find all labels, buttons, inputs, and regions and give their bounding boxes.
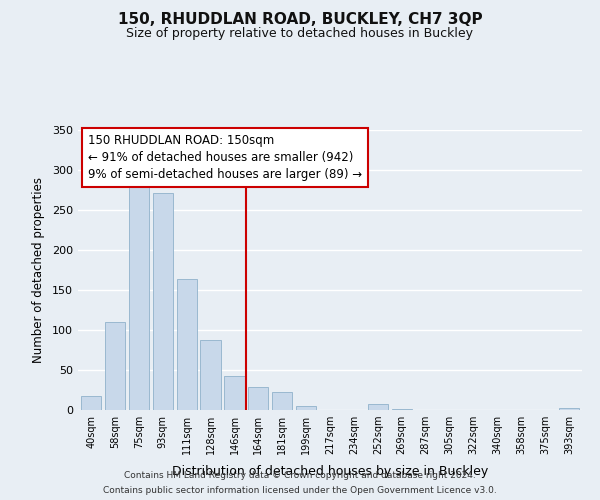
Bar <box>296 406 316 410</box>
Y-axis label: Number of detached properties: Number of detached properties <box>32 177 45 363</box>
Text: Contains public sector information licensed under the Open Government Licence v3: Contains public sector information licen… <box>103 486 497 495</box>
Bar <box>152 193 173 410</box>
Bar <box>105 322 125 410</box>
Bar <box>81 396 101 410</box>
Text: Contains HM Land Registry data © Crown copyright and database right 2024.: Contains HM Land Registry data © Crown c… <box>124 471 476 480</box>
Bar <box>224 376 245 410</box>
Bar <box>200 340 221 410</box>
Bar <box>176 279 197 410</box>
Bar <box>272 392 292 410</box>
Bar <box>368 404 388 410</box>
Text: 150, RHUDDLAN ROAD, BUCKLEY, CH7 3QP: 150, RHUDDLAN ROAD, BUCKLEY, CH7 3QP <box>118 12 482 28</box>
Text: 150 RHUDDLAN ROAD: 150sqm
← 91% of detached houses are smaller (942)
9% of semi-: 150 RHUDDLAN ROAD: 150sqm ← 91% of detac… <box>88 134 362 181</box>
Bar <box>559 408 579 410</box>
Bar <box>392 409 412 410</box>
Bar <box>129 176 149 410</box>
Text: Size of property relative to detached houses in Buckley: Size of property relative to detached ho… <box>127 28 473 40</box>
Bar <box>248 387 268 410</box>
X-axis label: Distribution of detached houses by size in Buckley: Distribution of detached houses by size … <box>172 466 488 478</box>
